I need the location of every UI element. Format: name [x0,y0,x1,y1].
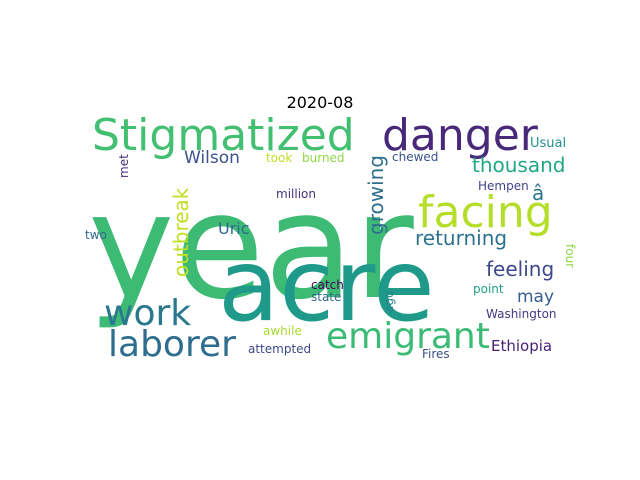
word-thousand: thousand [472,153,565,177]
word-ethiopia: Ethiopia [491,337,552,355]
word-attempted: attempted [248,342,311,356]
word-wilson: Wilson [184,148,240,168]
word-stigmatized: Stigmatized [92,110,355,161]
word-acre: acre [218,227,435,344]
word-took: took [266,151,292,165]
word-hempen: Hempen [478,179,529,193]
word-usual: Usual [530,136,566,151]
word-work: work [104,293,191,334]
word-outbreak: outbreak [169,187,193,277]
word-returning: returning [415,226,507,250]
word-feeling: feeling [486,257,554,281]
word-burned: burned [302,151,345,165]
word-point: point [473,282,504,296]
word-danger: danger [382,110,539,161]
word-met: met [117,154,131,178]
word-fires: Fires [422,347,450,361]
word-four: four [563,244,577,268]
word-chewed: chewed [392,150,438,164]
word-awhile: awhile [263,324,302,338]
word-growing: growing [364,155,388,235]
word-may: may [517,287,554,307]
word-facing: facing [418,187,553,238]
word-million: million [276,187,316,201]
word-uric: Uric [218,219,250,238]
word-two: two [85,228,107,242]
word-ago: ago [382,291,396,313]
word-a-circumflex: â [532,181,544,205]
word-year: year [88,162,415,332]
figure-title: 2020-08 [286,93,354,112]
word-laborer: laborer [108,324,236,365]
word-washington: Washington [486,307,557,321]
word-state: state [311,290,341,304]
word-catch: catch [311,278,344,292]
word-emigrant: emigrant [326,316,490,357]
